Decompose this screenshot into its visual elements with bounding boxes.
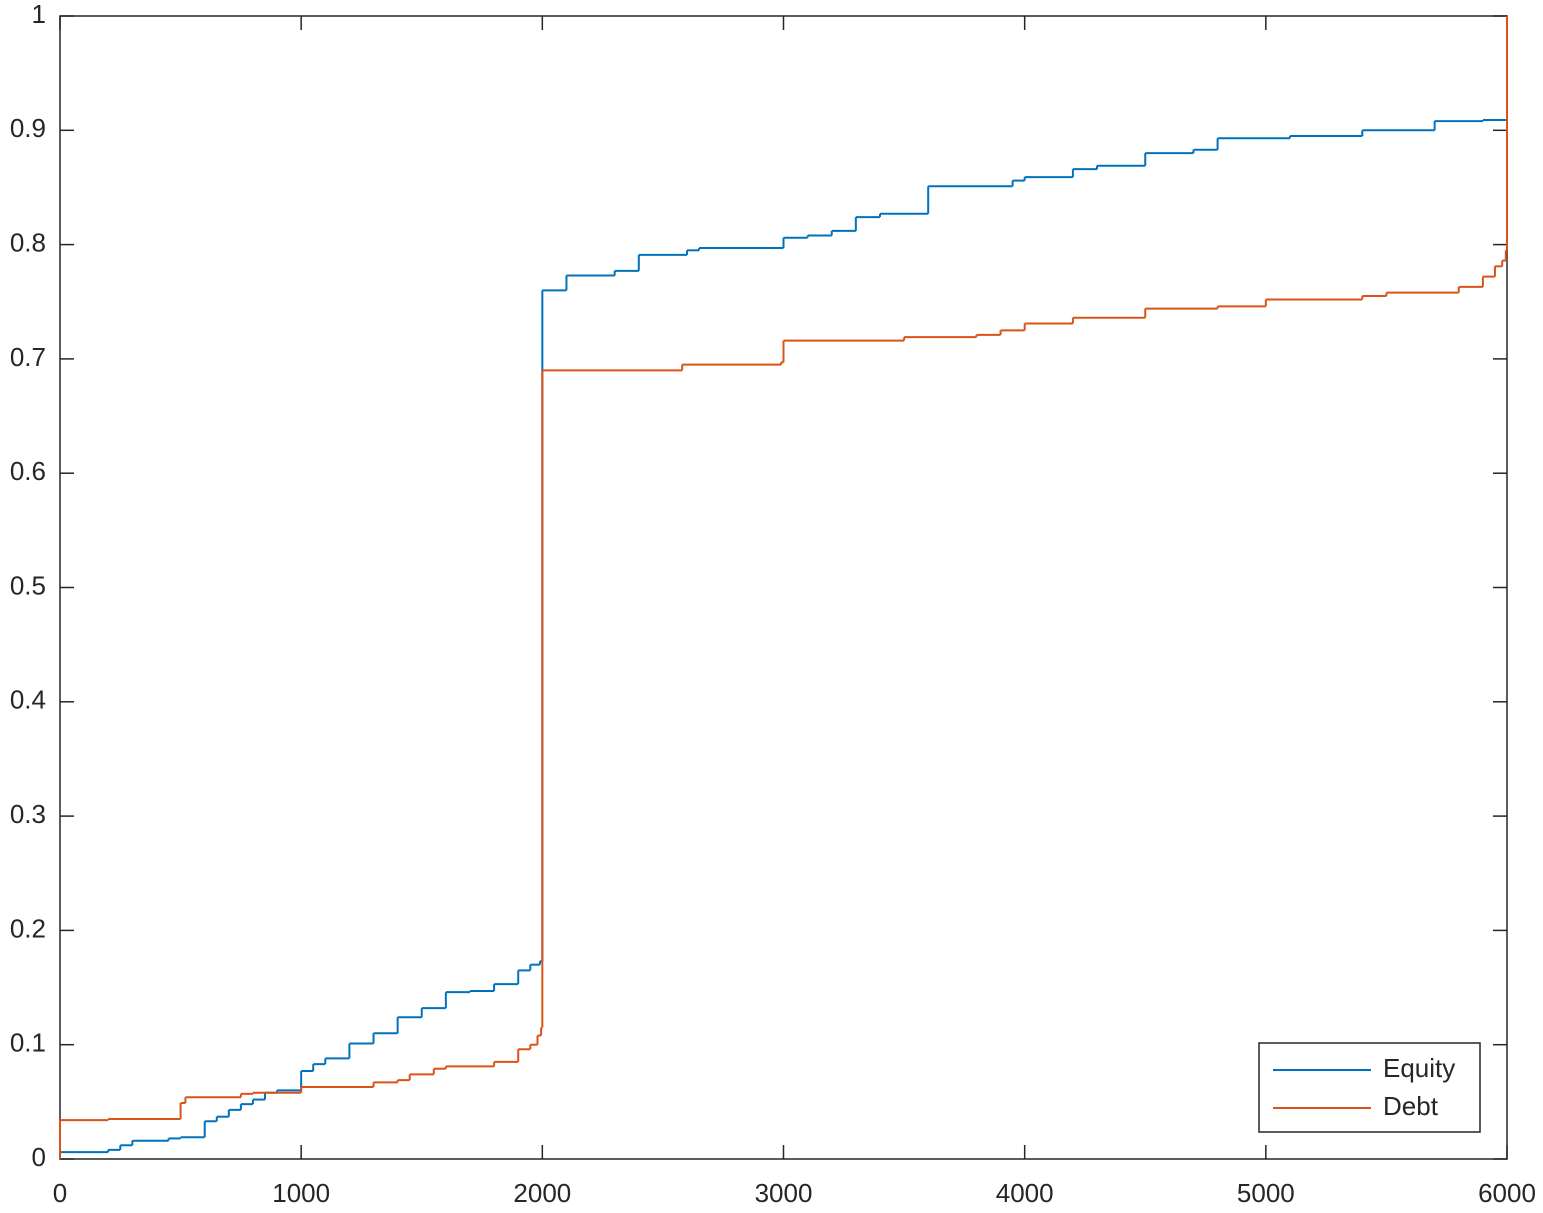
x-tick-label: 1000 [272, 1178, 330, 1208]
legend-label: Debt [1383, 1091, 1439, 1121]
y-tick-label: 1 [32, 0, 46, 29]
plot-area [59, 15, 1508, 1160]
x-tick-label: 4000 [996, 1178, 1054, 1208]
x-tick-label: 3000 [755, 1178, 813, 1208]
x-tick-label: 5000 [1237, 1178, 1295, 1208]
y-tick-label: 0.3 [10, 799, 46, 829]
y-tick-label: 0.1 [10, 1028, 46, 1058]
y-tick-label: 0.8 [10, 227, 46, 257]
y-tick-label: 0.2 [10, 913, 46, 943]
y-tick-label: 0.9 [10, 113, 46, 143]
y-tick-label: 0.6 [10, 456, 46, 486]
legend-box [1258, 1042, 1481, 1133]
x-tick-label: 2000 [513, 1178, 571, 1208]
legend-label: Equity [1383, 1053, 1455, 1083]
y-tick-label: 0.5 [10, 570, 46, 600]
y-tick-label: 0 [32, 1142, 46, 1172]
x-tick-label: 6000 [1478, 1178, 1536, 1208]
x-tick-label: 0 [53, 1178, 67, 1208]
y-tick-label: 0.4 [10, 685, 46, 715]
y-tick-label: 0.7 [10, 342, 46, 372]
